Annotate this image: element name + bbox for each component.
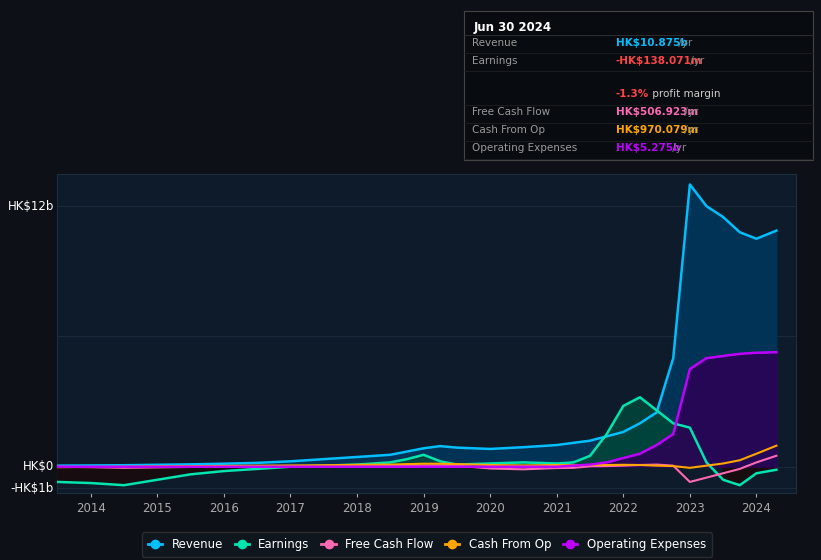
Text: HK$970.079m: HK$970.079m (616, 125, 698, 136)
Text: Free Cash Flow: Free Cash Flow (472, 107, 550, 117)
Text: -HK$138.071m: -HK$138.071m (616, 55, 703, 66)
Legend: Revenue, Earnings, Free Cash Flow, Cash From Op, Operating Expenses: Revenue, Earnings, Free Cash Flow, Cash … (142, 533, 712, 557)
Text: /yr: /yr (669, 143, 686, 153)
Text: /yr: /yr (681, 107, 698, 117)
Text: -HK$1b: -HK$1b (11, 482, 54, 495)
Text: /yr: /yr (681, 125, 698, 136)
Text: Earnings: Earnings (472, 55, 517, 66)
Text: Cash From Op: Cash From Op (472, 125, 545, 136)
Text: /yr: /yr (675, 38, 692, 48)
Text: HK$0: HK$0 (22, 460, 54, 473)
Text: profit margin: profit margin (649, 89, 720, 99)
Text: Jun 30 2024: Jun 30 2024 (474, 21, 552, 34)
Text: HK$12b: HK$12b (7, 200, 54, 213)
Text: Operating Expenses: Operating Expenses (472, 143, 577, 153)
Text: -1.3%: -1.3% (616, 89, 649, 99)
Text: HK$506.923m: HK$506.923m (616, 107, 698, 117)
Text: /yr: /yr (686, 55, 704, 66)
Text: Revenue: Revenue (472, 38, 517, 48)
Text: HK$10.875b: HK$10.875b (616, 38, 688, 48)
Text: HK$5.275b: HK$5.275b (616, 143, 681, 153)
